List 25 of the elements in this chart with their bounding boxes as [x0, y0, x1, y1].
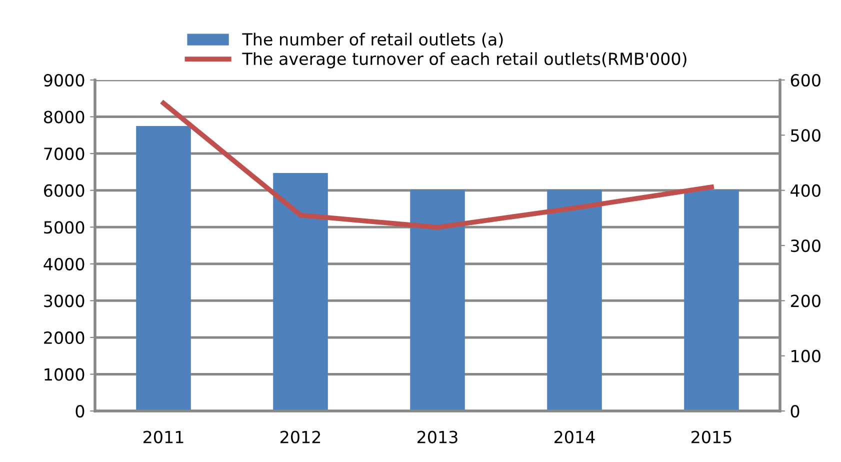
x-tick-label: 2011 — [144, 430, 184, 444]
y2-tick-label: 500 — [791, 129, 820, 142]
y-tick-label: 8000 — [44, 110, 84, 124]
y-tick-label: 7000 — [44, 148, 84, 160]
y-tick-label: 9000 — [44, 74, 84, 87]
y2-tick-label: 0 — [790, 404, 800, 418]
x-tick-label: 2014 — [554, 430, 595, 444]
legend-label: The number of retail outlets (a) — [242, 32, 503, 48]
legend-label: The average turnover of each retail outlets(RMB'000) — [242, 52, 686, 68]
y-tick-label: 6000 — [44, 184, 84, 197]
y-tick-label: 1000 — [44, 368, 84, 381]
y-tick-label: 4000 — [44, 258, 84, 270]
line-series — [161, 100, 714, 230]
y2-tick-label: 100 — [792, 350, 820, 362]
x-tick-label: 2015 — [692, 430, 732, 444]
x-tick-label: 2013 — [418, 430, 458, 444]
y2-tick-label: 200 — [790, 294, 820, 308]
y-tick-label: 2000 — [44, 331, 84, 344]
y-tick-label: 3000 — [44, 294, 84, 308]
y2-tick-label: 400 — [790, 184, 820, 197]
y-tick-label: 5000 — [44, 221, 84, 234]
y2-tick-label: 600 — [790, 74, 820, 87]
y-tick-label: 0 — [76, 404, 84, 418]
x-tick-label: 2012 — [280, 430, 320, 444]
y2-tick-label: 300 — [790, 239, 820, 252]
